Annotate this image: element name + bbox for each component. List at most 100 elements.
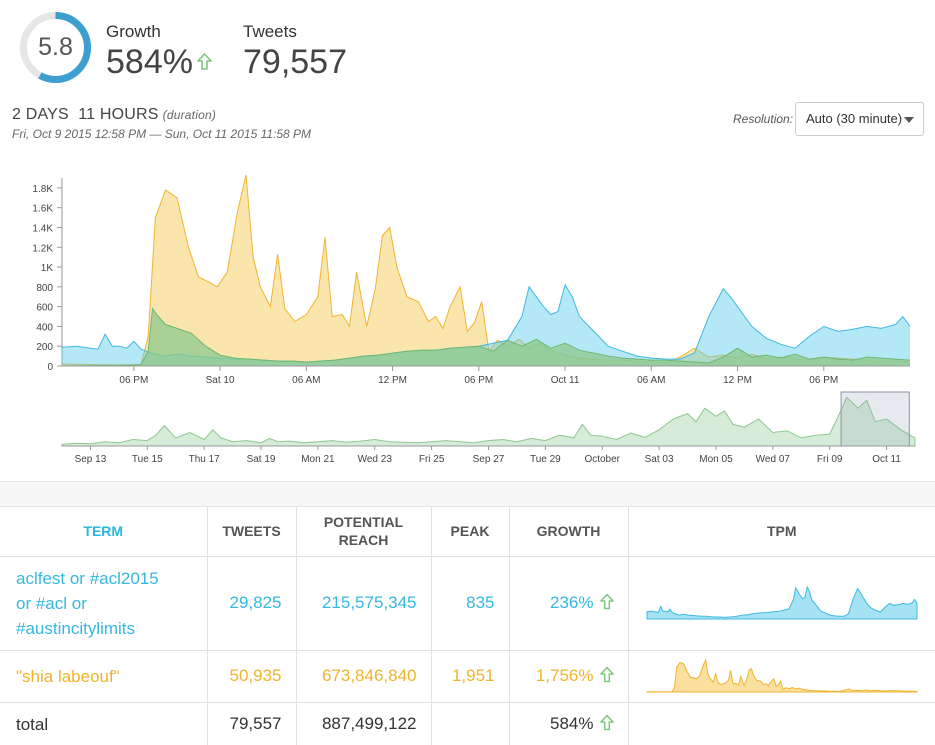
term-line: aclfest or #acl2015 [16, 568, 159, 588]
duration: 2 DAYS 11 HOURS (duration) [12, 106, 216, 124]
peak-cell: 835 [431, 556, 510, 651]
score-value: 5.8 [38, 33, 73, 61]
arrow-up-icon [599, 666, 614, 683]
col-header-term[interactable]: TERM [0, 507, 208, 557]
y-tick-label: 1K [41, 263, 54, 274]
growth-value: 584% [550, 714, 594, 734]
terms-table: TERM TWEETS POTENTIAL REACH PEAK GROWTH T… [0, 507, 935, 745]
duration-text: 2 DAYS 11 HOURS [12, 106, 159, 123]
col-header-reach-line1: POTENTIAL [323, 514, 404, 531]
sparkline-area-yellow [646, 657, 918, 692]
navigator-x-tick-label: Sep 13 [75, 454, 107, 465]
navigator-area [61, 396, 916, 447]
chevron-down-icon [904, 117, 914, 123]
col-header-reach[interactable]: POTENTIAL REACH [296, 507, 432, 557]
x-tick-label: 06 PM [464, 375, 493, 386]
reach-cell: 215,575,345 [296, 556, 432, 651]
y-tick-label: 600 [36, 303, 53, 314]
growth-value: 1,756% [535, 666, 594, 685]
navigator-x-tick-label: Tue 29 [530, 454, 561, 465]
tweets-label: Tweets [243, 22, 297, 41]
term-line: #austincitylimits [16, 618, 136, 638]
navigator-x-tick-label: Mon 05 [699, 454, 733, 465]
x-tick-label: 06 AM [292, 375, 320, 386]
y-tick-label: 1.4K [32, 223, 53, 234]
resolution-selected: Auto (30 minute) [806, 111, 903, 126]
x-tick-label: Sat 10 [206, 375, 235, 386]
y-tick-label: 200 [36, 342, 53, 353]
sparkline-area-blue [646, 584, 918, 619]
table-row[interactable]: "shia labeouf" 50,935 673,846,840 1,951 … [0, 650, 935, 703]
navigator-selection-window[interactable] [840, 391, 910, 447]
tpm-sparkline-yellow [646, 657, 918, 692]
tweets-cell: 79,557 [207, 702, 297, 745]
navigator-x-tick-label: Fri 25 [419, 454, 445, 465]
growth-label: Growth [106, 22, 161, 41]
tweets-cell: 29,825 [207, 556, 297, 651]
arrow-up-icon [599, 593, 614, 610]
tweets-cell: 50,935 [207, 650, 297, 703]
y-tick-label: 1.6K [32, 204, 53, 215]
reach-cell: 887,499,122 [296, 702, 432, 745]
growth-value: 236% [550, 593, 594, 612]
y-tick-label: 400 [36, 322, 53, 333]
navigator-x-tick-label: Oct 11 [872, 454, 901, 465]
tpm-sparkline-blue [646, 584, 918, 619]
growth-stat: Growth 584% [106, 22, 212, 82]
peak-cell: 1,951 [431, 650, 510, 703]
tweets-over-time-chart[interactable]: 0 200 400 600 800 1K 1.2K 1.4K 1.6K 1.8K 06 PM Sat … [0, 170, 935, 388]
col-header-reach-line2: REACH [338, 532, 389, 549]
table-row[interactable]: aclfest or #acl2015 or #acl or #austincity… [0, 556, 935, 651]
col-header-growth[interactable]: GROWTH [509, 507, 629, 557]
navigator-x-tick-label: Sat 03 [645, 454, 674, 465]
x-tick-label: 12 PM [378, 375, 407, 386]
series-line-green [61, 307, 911, 367]
score-ring-fill [20, 12, 91, 83]
resolution-select[interactable]: Auto (30 minute) [795, 102, 924, 136]
series-area-green [62, 308, 910, 366]
score-gauge: 5.8 [19, 11, 92, 84]
navigator-x-tick-label: October [584, 454, 620, 465]
section-divider [0, 481, 935, 507]
navigator-x-tick-label: Sat 19 [247, 454, 276, 465]
resolution-label: Resolution: [733, 112, 794, 126]
date-range: Fri, Oct 9 2015 12:58 PM — Sun, Oct 11 2… [12, 127, 312, 141]
arrow-up-icon [197, 52, 212, 70]
navigator-x-tick-label: Tue 15 [132, 454, 163, 465]
table-row-total: total 79,557 887,499,122 584% [0, 702, 935, 745]
x-tick-label: Oct 11 [551, 375, 580, 386]
navigator-x-tick-label: Wed 23 [358, 454, 393, 465]
navigator-x-tick-label: Wed 07 [756, 454, 791, 465]
growth-cell: 1,756% [509, 650, 629, 703]
y-tick-label: 0 [47, 362, 53, 373]
reach-cell: 673,846,840 [296, 650, 432, 703]
y-tick-label: 800 [36, 283, 53, 294]
score-ring-graphic [20, 12, 91, 83]
peak-cell [431, 702, 510, 745]
duration-hint: (duration) [162, 108, 217, 122]
term-cell[interactable]: "shia labeouf" [0, 650, 208, 703]
x-tick-label: 12 PM [723, 375, 752, 386]
x-tick-label: 06 PM [119, 375, 148, 386]
col-header-tweets[interactable]: TWEETS [207, 507, 297, 557]
navigator-x-tick-label: Fri 09 [817, 454, 843, 465]
navigator-x-tick-label: Mon 21 [301, 454, 335, 465]
growth-value-row: 584% [106, 43, 212, 82]
tpm-cell [628, 556, 935, 651]
tpm-cell [628, 650, 935, 703]
navigator-x-tick-label: Thu 17 [189, 454, 221, 465]
x-tick-label: 06 AM [637, 375, 665, 386]
series-area-blue [62, 284, 910, 366]
y-tick-label: 1.8K [32, 184, 53, 195]
term-cell[interactable]: aclfest or #acl2015 or #acl or #austincity… [0, 556, 208, 651]
col-header-peak[interactable]: PEAK [431, 507, 510, 557]
y-tick-label: 1.2K [32, 243, 53, 254]
tweets-stat: Tweets 79,557 [243, 22, 347, 82]
series-area-yellow [62, 175, 910, 366]
table-header-row: TERM TWEETS POTENTIAL REACH PEAK GROWTH T… [0, 507, 935, 557]
timeline-navigator[interactable]: Sep 13 Tue 15 Thu 17 Sat 19 Mon 21 Wed 23 Fri … [0, 388, 935, 473]
x-tick-label: 06 PM [809, 375, 838, 386]
term-cell: total [0, 702, 208, 745]
navigator-x-tick-label: Sep 27 [473, 454, 505, 465]
growth-cell: 236% [509, 556, 629, 651]
